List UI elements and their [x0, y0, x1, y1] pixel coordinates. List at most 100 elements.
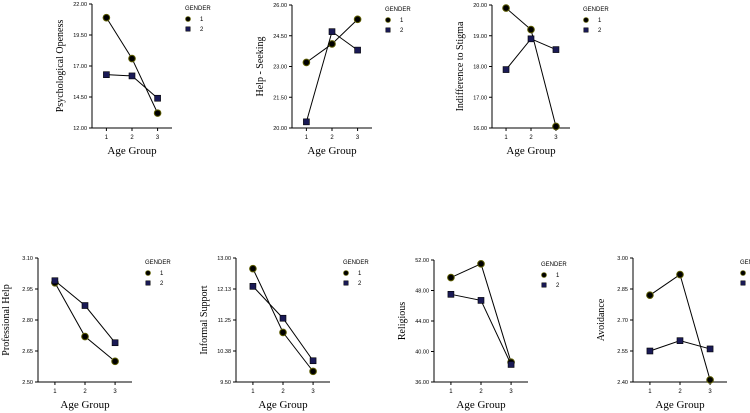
- y-tick-label: 10.38: [217, 349, 231, 355]
- legend-marker-circle: [541, 272, 547, 278]
- data-point-circle: [502, 4, 510, 12]
- x-tick-label: 2: [330, 135, 334, 141]
- data-point-circle: [111, 357, 119, 366]
- x-tick-label: 3: [156, 135, 160, 141]
- x-tick-label: 3: [554, 135, 558, 141]
- y-tick-label: 24.50: [273, 34, 287, 40]
- y-axis-label: Informal Support: [199, 285, 210, 354]
- legend-label: 2: [160, 281, 164, 287]
- data-point-circle: [309, 367, 317, 376]
- data-point-square: [81, 302, 89, 309]
- y-tick-label: 19.50: [73, 33, 87, 39]
- legend-marker-square: [740, 280, 746, 286]
- y-axis-label: Professional Help: [1, 284, 12, 355]
- legend-label: 1: [556, 273, 560, 279]
- legend-title: GENDER: [740, 260, 750, 266]
- series-line-2: [505, 38, 557, 70]
- y-axis-label: Help - Seeking: [255, 37, 266, 97]
- y-tick-label: 44.00: [415, 319, 429, 325]
- data-point-circle: [477, 260, 485, 268]
- data-point-square: [328, 28, 336, 35]
- legend-marker-circle: [385, 17, 391, 23]
- x-tick-label: 2: [479, 389, 483, 395]
- y-axis-label: Religious: [397, 302, 408, 340]
- legend-marker-square: [343, 280, 349, 286]
- data-point-square: [447, 291, 455, 298]
- y-tick-label: 20.00: [273, 126, 287, 132]
- y-tick-label: 2.80: [22, 318, 33, 324]
- y-tick-label: 20.00: [473, 3, 487, 9]
- legend-label: 1: [200, 17, 204, 23]
- legend-label: 2: [358, 281, 362, 287]
- data-point-circle: [102, 13, 111, 22]
- x-axis-label: Age Group: [456, 399, 506, 411]
- x-tick-label: 1: [53, 389, 57, 395]
- data-point-square: [103, 71, 110, 78]
- x-tick-label: 1: [504, 135, 508, 141]
- legend-marker-circle: [583, 17, 589, 23]
- x-tick-label: 3: [708, 389, 712, 395]
- x-tick-label: 2: [130, 135, 134, 141]
- chart-panel-3: 16.00 17.00 18.00 19.00 20.00 1 2 3 Age Group Ind…: [455, 3, 609, 157]
- data-point-square: [128, 72, 136, 80]
- x-tick-label: 2: [83, 389, 87, 395]
- y-tick-label: 2.40: [617, 380, 628, 386]
- y-tick-label: 48.00: [415, 289, 429, 295]
- x-tick-label: 1: [648, 389, 652, 395]
- data-point-square: [154, 94, 161, 102]
- data-point-circle: [279, 328, 287, 337]
- x-tick-label: 1: [449, 389, 453, 395]
- x-axis-label: Age Group: [60, 399, 110, 411]
- data-point-square: [502, 66, 510, 73]
- legend-marker-square: [385, 27, 391, 33]
- x-axis-label: Age Group: [506, 145, 556, 157]
- legend-title: GENDER: [343, 260, 369, 266]
- y-tick-label: 3.10: [22, 256, 33, 262]
- y-tick-label: 52.00: [415, 258, 429, 264]
- legend-label: 1: [598, 18, 602, 24]
- data-point-circle: [153, 109, 162, 117]
- y-axis-label: Avoidance: [596, 298, 607, 341]
- data-point-square: [309, 357, 317, 365]
- y-tick-label: 12.00: [73, 126, 87, 132]
- legend-marker-square: [583, 27, 589, 33]
- legend-title: GENDER: [385, 7, 411, 13]
- legend-marker-square: [541, 282, 547, 288]
- x-tick-label: 1: [105, 135, 109, 141]
- chart-panel-1: 12.00 14.50 17.00 19.50 22.00 1 2 3 Age Group Psy…: [55, 2, 211, 157]
- data-point-circle: [81, 332, 89, 341]
- data-point-circle: [328, 40, 336, 48]
- series-line-1: [105, 17, 159, 114]
- y-tick-label: 23.00: [273, 65, 287, 71]
- y-axis-label: Psychological Openess: [55, 20, 66, 113]
- data-point-square: [111, 339, 119, 347]
- legend-marker-circle: [145, 270, 151, 276]
- legend-label: 2: [200, 27, 204, 33]
- series-line-1: [450, 263, 512, 363]
- data-point-circle: [302, 58, 311, 67]
- series-line-1: [649, 273, 711, 381]
- y-tick-label: 36.00: [415, 380, 429, 386]
- y-tick-label: 17.00: [473, 95, 487, 101]
- data-point-square: [552, 46, 560, 53]
- y-tick-label: 2.55: [617, 349, 628, 355]
- x-tick-label: 3: [311, 389, 315, 395]
- legend-title: GENDER: [145, 260, 171, 266]
- data-point-square: [527, 35, 535, 43]
- x-tick-label: 3: [113, 389, 117, 395]
- y-tick-label: 9.50: [220, 380, 231, 386]
- legend-marker-square: [145, 280, 151, 286]
- data-point-square: [303, 118, 310, 126]
- legend-marker-circle: [185, 16, 191, 22]
- data-point-square: [354, 46, 361, 54]
- legend-label: 1: [160, 271, 164, 277]
- x-tick-label: 2: [529, 135, 533, 141]
- legend-title: GENDER: [185, 6, 211, 12]
- chart-panel-2: 20.00 21.50 23.00 24.50 26.00 1 2 3 Age Group Hel…: [255, 3, 411, 157]
- y-tick-label: 13.00: [217, 256, 231, 262]
- x-tick-label: 3: [509, 389, 513, 395]
- legend-label: 1: [400, 18, 404, 24]
